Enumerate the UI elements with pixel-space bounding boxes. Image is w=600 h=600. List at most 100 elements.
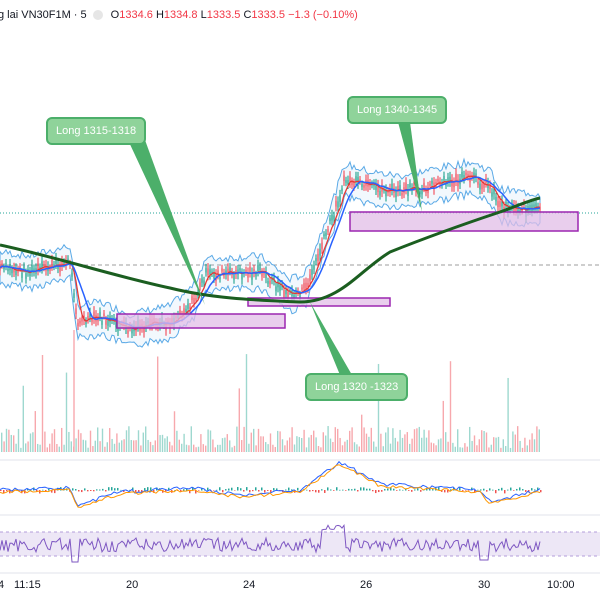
volume-bar — [291, 427, 293, 452]
volume-bar — [185, 444, 188, 452]
candle-body — [75, 308, 77, 315]
volume-bar — [346, 439, 348, 452]
volume-bar — [380, 433, 382, 452]
candle-body — [17, 269, 19, 273]
candle-body — [409, 183, 411, 188]
volume-bar — [111, 438, 113, 452]
candle-body — [339, 195, 341, 202]
candle-body — [407, 189, 409, 196]
symbol-label[interactable]: g lai VN30F1M · 5 — [0, 9, 87, 21]
candle-body — [209, 269, 211, 275]
candle-body — [25, 273, 27, 279]
candle-body — [251, 272, 253, 280]
volume-bar — [449, 361, 452, 452]
volume-bar — [267, 444, 269, 452]
annotation-long-1340-1345[interactable]: Long 1340-1345 — [347, 96, 448, 124]
volume-bar — [351, 427, 353, 452]
candle-body — [345, 180, 347, 183]
x-tick-label: 10:00 — [547, 579, 575, 591]
volume-bar — [459, 447, 461, 452]
macd-histogram-bar — [207, 487, 209, 491]
candle-body — [205, 268, 207, 273]
macd-histogram-bar — [315, 490, 317, 493]
volume-bar — [279, 431, 281, 452]
volume-bar — [339, 437, 341, 452]
annotation-long-1320-1323[interactable]: Long 1320 -1323 — [305, 373, 409, 401]
volume-bar — [361, 414, 363, 452]
candle-body — [285, 290, 287, 295]
macd-histogram-bar — [333, 490, 335, 491]
macd-histogram-bar — [252, 490, 254, 492]
volume-bar — [142, 432, 144, 452]
volume-bar — [488, 447, 490, 452]
macd-histogram-bar — [321, 489, 323, 491]
volume-bar — [61, 427, 63, 452]
volume-bar — [253, 428, 255, 452]
volume-bar — [478, 439, 480, 452]
candle-body — [451, 179, 453, 187]
candle-body — [323, 234, 325, 237]
volume-bar — [200, 434, 202, 452]
candle-body — [465, 172, 467, 176]
annotation-long-1315-1318[interactable]: Long 1315-1318 — [46, 117, 147, 145]
macd-histogram-bar — [240, 488, 242, 491]
volume-bar — [231, 447, 233, 452]
candle-body — [315, 258, 317, 262]
candle-body — [401, 192, 403, 196]
volume-bar — [70, 441, 72, 452]
macd-histogram-bar — [192, 487, 194, 491]
candle-body — [461, 172, 463, 178]
volume-bar — [3, 441, 5, 452]
candle-body — [493, 187, 495, 195]
volume-bar — [87, 447, 89, 452]
candle-body — [353, 182, 355, 187]
macd-histogram-bar — [507, 489, 509, 491]
volume-bar — [471, 440, 473, 452]
macd-histogram-bar — [144, 488, 146, 491]
macd-histogram-bar — [384, 489, 386, 491]
candle-body — [321, 242, 323, 249]
volume-bar — [113, 443, 116, 452]
candle-body — [501, 200, 503, 207]
macd-histogram-bar — [198, 490, 200, 491]
low-value: 1333.5 — [206, 9, 241, 21]
candle-body — [13, 267, 15, 273]
ma-long-line — [0, 196, 541, 304]
candle-body — [265, 271, 267, 279]
volume-bar — [411, 438, 413, 452]
candle-body — [253, 269, 255, 274]
open-label: O — [110, 9, 120, 21]
volume-bar — [99, 441, 101, 452]
volume-bar — [226, 434, 228, 452]
volume-bar — [94, 440, 96, 452]
high-label: H — [155, 9, 164, 21]
volume-bar — [37, 443, 39, 452]
macd-histogram-bar — [246, 487, 248, 491]
candle-body — [405, 182, 407, 190]
volume-bar — [358, 446, 360, 452]
candle-body — [37, 263, 39, 270]
candle-body — [327, 229, 329, 232]
volume-bar — [10, 434, 12, 452]
candle-body — [267, 280, 269, 284]
ma-fast-red-line — [0, 175, 541, 331]
volume-bar — [502, 439, 504, 452]
macd-histogram-bar — [249, 490, 251, 493]
macd-histogram-bar — [351, 489, 353, 491]
volume-bar — [145, 426, 147, 452]
macd-histogram-bar — [354, 488, 356, 491]
volume-bar — [101, 428, 104, 452]
volume-bar — [159, 435, 161, 452]
volume-bar — [524, 437, 526, 452]
candle-body — [379, 191, 381, 196]
volume-bar — [140, 445, 142, 452]
candle-body — [201, 278, 203, 283]
volume-bar — [485, 432, 488, 452]
volume-bar — [341, 445, 344, 452]
volume-bar — [128, 426, 130, 452]
candle-body — [317, 253, 319, 261]
volume-bar — [75, 438, 77, 452]
volume-bar — [85, 440, 87, 452]
x-tick-label: 24 — [243, 579, 256, 591]
